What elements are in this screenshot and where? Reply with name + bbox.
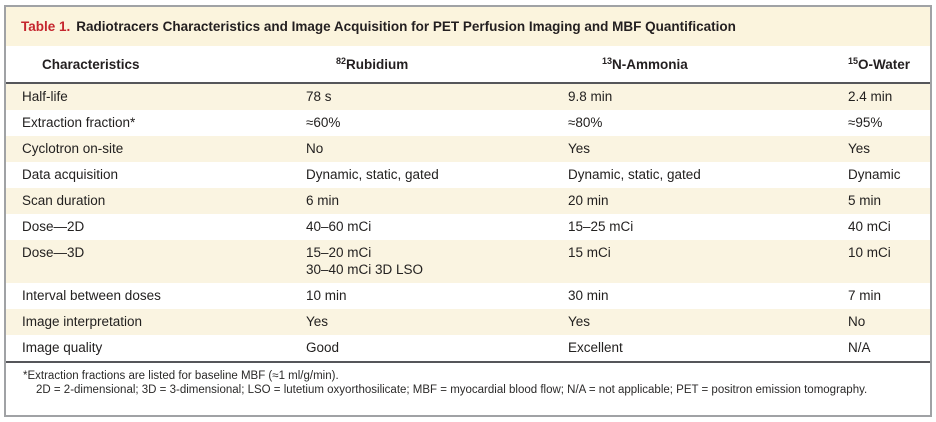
table-row: Data acquisition Dynamic, static, gated … [6, 162, 930, 188]
cell: 10 min [306, 288, 347, 303]
cell: Good [306, 340, 340, 355]
cell: 40–60 mCi [306, 219, 372, 234]
cell: Yes [848, 141, 871, 156]
table-row: Cyclotron on-site No Yes Yes [6, 136, 930, 162]
row-label: Data acquisition [22, 167, 119, 182]
table-title-bar: Table 1. Radiotracers Characteristics an… [6, 7, 930, 46]
column-header-label: Rubidium [346, 56, 409, 72]
cell: 7 min [848, 288, 882, 303]
footnote-abbreviations-line: 2D = 2-dimensional; 3D = 3-dimensional; … [36, 384, 868, 396]
cell: Yes [568, 314, 591, 329]
column-header-label: Characteristics [42, 56, 140, 72]
cell: Dynamic, static, gated [306, 167, 439, 182]
header-row: Characteristics 82Rubidium 13N-Ammonia 1… [6, 46, 930, 84]
table-row: Dose—3D 15–20 mCi 30–40 mCi 3D LSO 15 mC… [6, 240, 930, 283]
cell: Excellent [568, 340, 623, 355]
table-card: Table 1. Radiotracers Characteristics an… [4, 5, 932, 417]
table-row: Dose—2D 40–60 mCi 15–25 mCi 40 mCi [6, 214, 930, 240]
table-number: Table 1. [21, 19, 71, 34]
cell: No [848, 314, 866, 329]
table-title: Radiotracers Characteristics and Image A… [76, 19, 736, 34]
column-header-ammonia: 13N-Ammonia [548, 46, 833, 84]
cell: 40 mCi [848, 219, 891, 234]
table-row: Half-life 78 s 9.8 min 2.4 min [6, 83, 930, 110]
cell: 10 mCi [848, 245, 891, 260]
cell: 20 min [568, 193, 609, 208]
cell: Yes [568, 141, 591, 156]
cell: Dynamic, static, gated [568, 167, 701, 182]
cell: 78 s [306, 89, 332, 104]
cell-line-2: 30–40 mCi 3D LSO [306, 262, 424, 277]
table-footnote: *Extraction fractions are listed for bas… [6, 361, 930, 397]
column-header-water: 15O-Water [833, 46, 930, 84]
cell-line-1: 15–20 mCi [306, 245, 372, 260]
isotope-superscript: 15 [848, 56, 859, 66]
table-row: Image quality Good Excellent N/A [6, 335, 930, 361]
table-row: Interval between doses 10 min 30 min 7 m… [6, 283, 930, 309]
cell: 5 min [848, 193, 882, 208]
row-label: Scan duration [22, 193, 106, 208]
row-label: Image quality [22, 340, 103, 355]
row-label: Dose—2D [22, 219, 85, 234]
table-row: Image interpretation Yes Yes No [6, 309, 930, 335]
cell: 30 min [568, 288, 609, 303]
radiotracers-table: Characteristics 82Rubidium 13N-Ammonia 1… [6, 46, 930, 361]
cell: 6 min [306, 193, 340, 208]
cell: 2.4 min [848, 89, 893, 104]
cell: 15 mCi [568, 245, 611, 260]
row-label: Extraction fraction* [22, 115, 136, 130]
table-row: Extraction fraction* ≈60% ≈80% ≈95% [6, 110, 930, 136]
cell: 9.8 min [568, 89, 613, 104]
cell: ≈80% [568, 115, 603, 130]
column-header-label: N-Ammonia [612, 56, 688, 72]
row-label: Image interpretation [22, 314, 143, 329]
isotope-superscript: 82 [336, 56, 347, 66]
row-label: Dose—3D [22, 245, 85, 260]
cell: 15–25 mCi [568, 219, 634, 234]
row-label: Interval between doses [22, 288, 161, 303]
cell: 15–20 mCi 30–40 mCi 3D LSO [290, 240, 548, 283]
row-label: Half-life [22, 89, 68, 104]
column-header-rubidium: 82Rubidium [290, 46, 548, 84]
table-row: Scan duration 6 min 20 min 5 min [6, 188, 930, 214]
cell: Dynamic [848, 167, 901, 182]
column-header-label: O-Water [858, 56, 911, 72]
cell: ≈60% [306, 115, 341, 130]
footnote-asterisk-line: *Extraction fractions are listed for bas… [23, 370, 339, 382]
row-label: Cyclotron on-site [22, 141, 124, 156]
cell: Yes [306, 314, 329, 329]
isotope-superscript: 13 [602, 56, 613, 66]
cell: N/A [848, 340, 871, 355]
column-header-characteristics: Characteristics [6, 46, 290, 84]
cell: No [306, 141, 324, 156]
cell: ≈95% [848, 115, 883, 130]
